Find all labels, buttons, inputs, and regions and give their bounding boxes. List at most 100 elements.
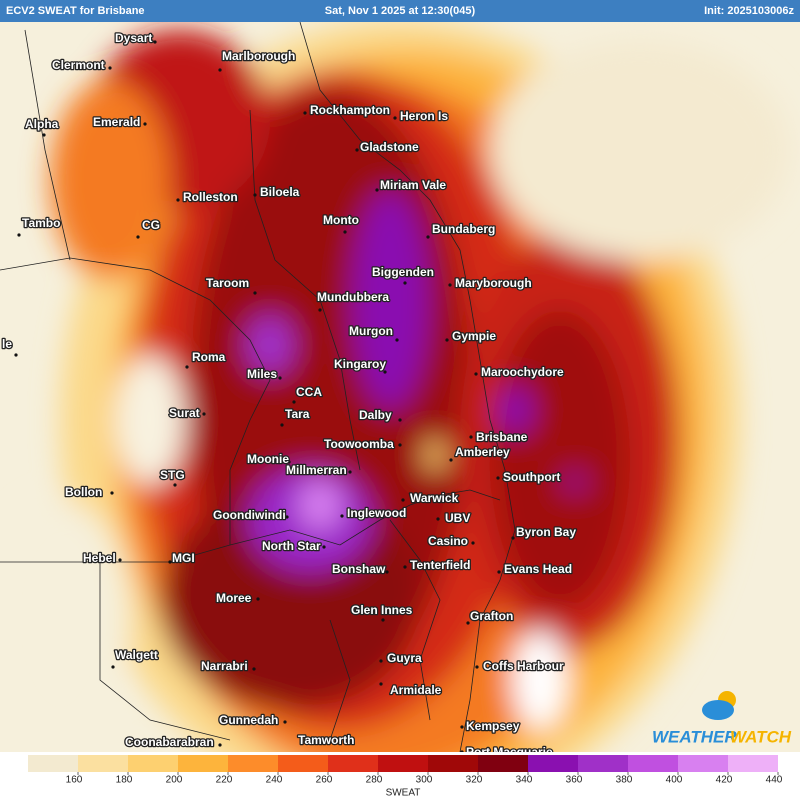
place-label: Rolleston [183,190,238,204]
colorbar-tick-label: 340 [516,775,533,786]
colorbar-segment [278,755,328,772]
colorbar-tick-label: 160 [66,775,83,786]
place-dot [168,560,172,564]
colorbar-tick-label: 260 [316,775,333,786]
place-label: Casino [428,534,468,548]
borders [0,22,516,752]
place-dot [278,376,282,380]
place-label: CCA [296,385,322,399]
place-label: Murgon [349,324,393,338]
colorbar-segment [628,755,678,772]
colorbar-segment [528,755,578,772]
field-blob [298,480,342,530]
place-label: Glen Innes [351,603,413,617]
place-dot [185,365,189,369]
place-label: Biloela [260,185,300,199]
logo-text-1: WEATHER [652,727,737,746]
place-dot [143,122,147,126]
place-dot [285,515,289,519]
field-blob [425,439,445,471]
place-dot [335,741,339,745]
place-label: Gladstone [360,140,419,154]
place-label: Bundaberg [432,222,495,236]
place-label: Tamworth [298,733,354,747]
place-label: Heron Is [400,109,448,123]
place-dot [343,230,347,234]
place-dot [383,370,387,374]
place-label: Toowoomba [324,437,394,451]
place-dot [176,198,180,202]
colorbar-tick-label: 240 [266,775,283,786]
header-center: Sat, Nov 1 2025 at 12:30(045) [325,5,476,17]
place-label: Miles [247,367,277,381]
place-dot [395,338,399,342]
field-blob [50,80,170,280]
place-dot [385,570,389,574]
place-dot [466,621,470,625]
place-dot [381,618,385,622]
colorbar-segment [28,755,78,772]
place-label: Coffs Harbour [483,659,564,673]
place-label: Hebel [83,551,116,565]
place-label: Bollon [65,485,102,499]
place-dot [474,372,478,376]
place-label: Kingaroy [334,357,386,371]
field-blob [563,474,587,490]
place-dot [469,435,473,439]
place-label: Roma [192,350,226,364]
field-blob [490,40,790,260]
logo: WEATHER WATCH [652,691,792,746]
place-dot [218,743,222,747]
place-label: Armidale [390,683,442,697]
place-dot [136,235,140,239]
header-right: Init: 2025103006z [704,5,794,17]
colorbar-segment [578,755,628,772]
place-label: Moonie [247,452,289,466]
place-label: Byron Bay [516,525,576,539]
place-label: Grafton [470,609,513,623]
place-dot [398,443,402,447]
colorbar-tick-label: 280 [366,775,383,786]
place-dot [460,725,464,729]
sweat-map: Dysart Clermont Marlborough Rockhampton Hero… [0,22,800,752]
place-dot [496,476,500,480]
place-label: Amberley [455,445,510,459]
place-label: Goondiwindi [213,508,286,522]
colorbar-segment [78,755,128,772]
place-dot [436,517,440,521]
place-dot [283,720,287,724]
place-dot [393,116,397,120]
logo-text-2: WATCH [730,727,792,746]
place-dot [218,68,222,72]
place-dot [14,353,18,357]
place-dot [497,570,501,574]
place-dot [379,659,383,663]
place-label: Coonabarabran [125,735,214,749]
place-dot [445,338,449,342]
colorbar-tick-label: 320 [466,775,483,786]
place-dot [252,667,256,671]
place-dot [287,460,291,464]
place-label: CG [142,218,160,232]
place-dot [355,148,359,152]
place-dot [111,665,115,669]
place-label: Biggenden [372,265,434,279]
header-bar [0,0,800,22]
colorbar-tick-label: 220 [216,775,233,786]
place-dot [110,491,114,495]
place-label: Warwick [410,491,459,505]
field-blob [512,630,568,730]
place-label: Millmerran [286,463,347,477]
place-label: Maryborough [455,276,532,290]
place-dot [253,193,257,197]
place-dot [202,412,206,416]
field-blob [115,355,185,485]
place-label: Tara [285,407,310,421]
colorbar-segment [728,755,778,772]
place-label: Evans Head [504,562,572,576]
place-label: Brisbane [476,430,528,444]
place-label: Mundubbera [317,290,389,304]
place-dot [253,291,257,295]
place-label: STG [160,468,185,482]
